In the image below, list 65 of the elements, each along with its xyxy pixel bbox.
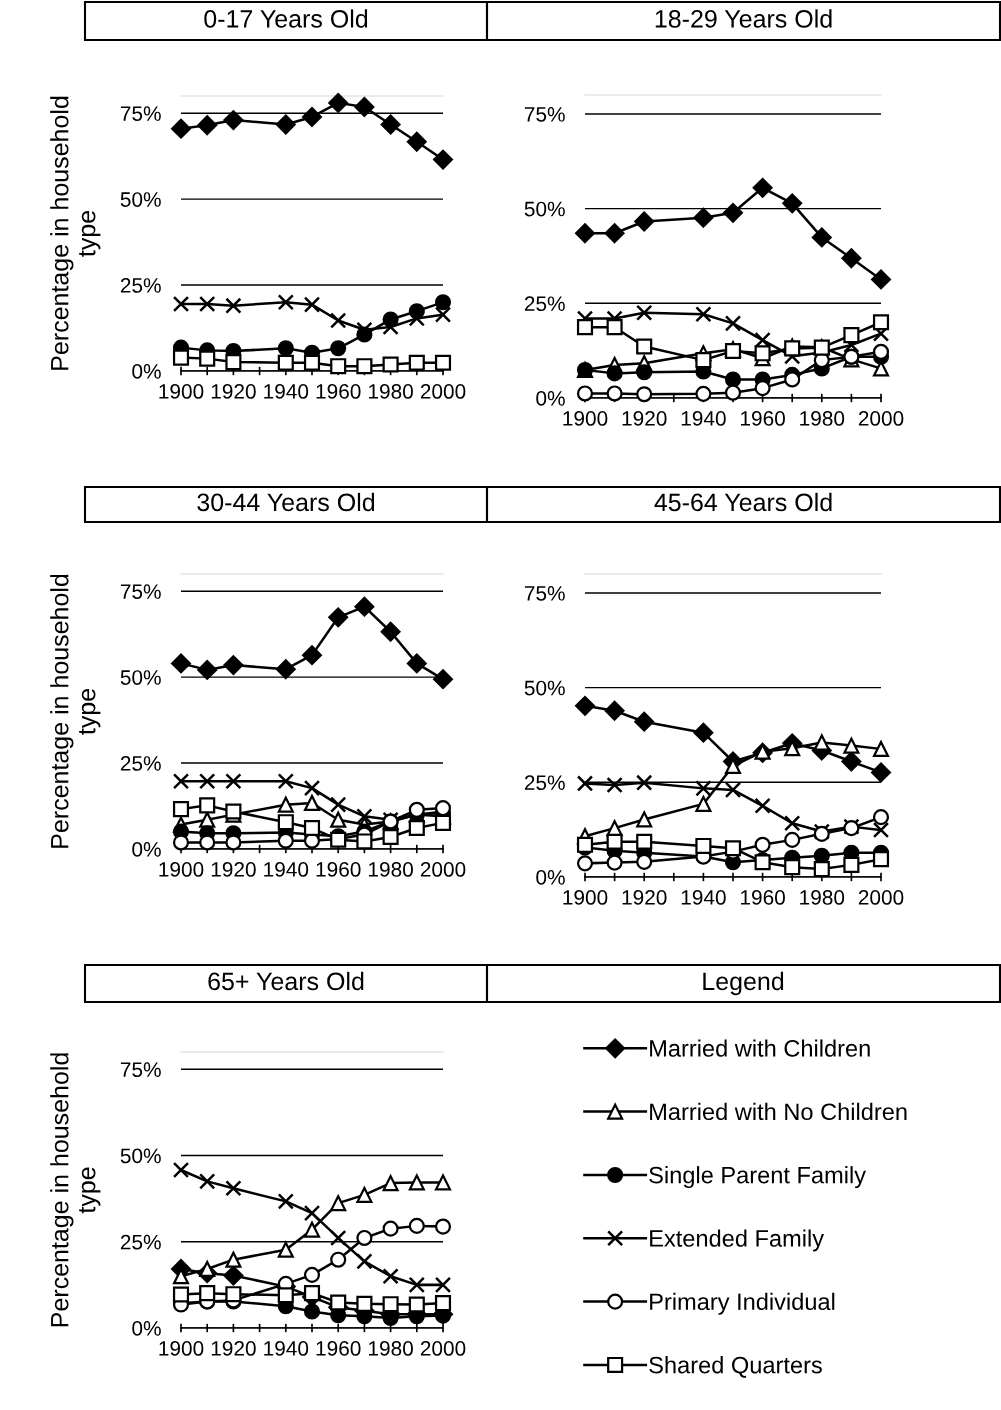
y-tick-label: 50% (120, 1148, 161, 1164)
x-tick-label: 1960 (316, 1341, 361, 1356)
x-tick-label: 1980 (800, 890, 845, 905)
y-tick-label: 25% (120, 756, 161, 771)
y-tick-label: 75% (524, 107, 565, 122)
x-tick-label: 2000 (858, 890, 904, 905)
x-tick-label: 1900 (563, 890, 608, 905)
chart-title: 65+ Years Old (208, 971, 364, 991)
legend-label: Primary Individual (650, 1292, 835, 1315)
x-tick-label: 1920 (211, 862, 256, 877)
chart-title: 18-29 Years Old (655, 9, 832, 28)
y-tick-label: 50% (120, 192, 161, 207)
x-tick-label: 1900 (159, 384, 204, 399)
legend-label: Single Parent Family (649, 1166, 866, 1189)
x-tick-label: 1900 (159, 862, 204, 877)
x-tick-label: 1940 (264, 862, 309, 877)
x-tick-label: 1960 (316, 862, 361, 877)
x-tick-label: 2000 (420, 862, 466, 877)
y-tick-label: 0% (536, 870, 565, 885)
x-tick-label: 1980 (369, 862, 413, 877)
legend-title: Legend (703, 971, 784, 996)
y-tick-label: 0% (132, 842, 161, 857)
x-tick-label: 1980 (800, 411, 845, 426)
legend-label: Extended Family (650, 1229, 824, 1252)
chart-title: 30-44 Years Old (197, 492, 375, 512)
x-tick-label: 2000 (420, 1341, 466, 1356)
x-tick-label: 1900 (159, 1341, 204, 1356)
x-tick-label: 1940 (264, 1341, 309, 1356)
y-tick-label: 50% (120, 670, 161, 685)
y-tick-label: 50% (524, 201, 565, 217)
y-axis-title: Percentage in household type (50, 574, 101, 848)
x-tick-label: 1960 (316, 384, 361, 399)
y-tick-label: 25% (120, 1234, 161, 1250)
y-tick-label: 25% (524, 296, 565, 312)
x-tick-label: 1920 (622, 890, 667, 905)
chart-title: 45-64 Years Old (654, 492, 832, 512)
x-tick-label: 2000 (858, 411, 904, 426)
y-tick-label: 25% (120, 278, 161, 293)
legend-label: Shared Quarters (649, 1356, 822, 1378)
legend-label: Married with No Children (650, 1102, 907, 1121)
y-tick-label: 75% (120, 106, 161, 121)
x-tick-label: 1960 (741, 411, 785, 426)
y-axis-title: Percentage in household type (50, 96, 101, 370)
x-tick-label: 1960 (741, 890, 785, 905)
x-tick-label: 1940 (264, 384, 309, 399)
y-tick-label: 0% (132, 364, 161, 379)
y-axis-title: Percentage in household type (50, 1053, 101, 1327)
y-tick-label: 50% (524, 680, 565, 696)
chart-title: 0-17 Years Old (204, 9, 368, 28)
x-tick-label: 1940 (681, 890, 726, 905)
x-tick-label: 2000 (420, 384, 466, 399)
x-tick-label: 1920 (211, 384, 256, 399)
y-tick-label: 0% (536, 391, 565, 406)
x-tick-label: 1900 (563, 411, 608, 426)
x-tick-label: 1980 (369, 384, 413, 399)
y-tick-label: 75% (524, 586, 565, 601)
y-tick-label: 0% (132, 1321, 161, 1336)
y-tick-label: 75% (120, 1062, 161, 1077)
x-tick-label: 1980 (369, 1341, 413, 1356)
legend-label: Married with Children (650, 1039, 870, 1057)
x-tick-label: 1920 (211, 1341, 256, 1356)
y-tick-label: 75% (120, 584, 161, 599)
x-tick-label: 1920 (622, 411, 667, 426)
y-tick-label: 25% (524, 775, 565, 791)
x-tick-label: 1940 (681, 411, 726, 426)
